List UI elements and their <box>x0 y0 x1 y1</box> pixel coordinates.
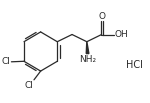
Text: Cl: Cl <box>24 81 33 90</box>
Text: NH₂: NH₂ <box>79 55 96 64</box>
Text: OH: OH <box>115 30 128 39</box>
Text: O: O <box>98 12 105 21</box>
Text: Cl: Cl <box>2 57 11 66</box>
Text: HCl: HCl <box>126 60 142 70</box>
Polygon shape <box>86 42 89 54</box>
